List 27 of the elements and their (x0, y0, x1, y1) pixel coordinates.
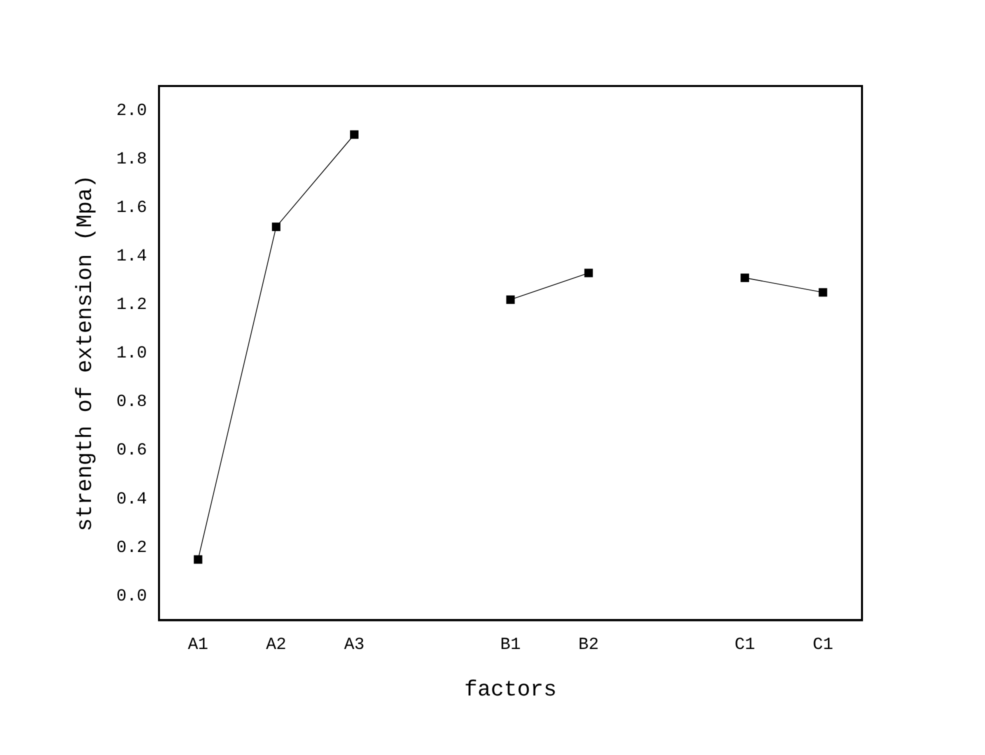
y-tick-label: 1.8 (116, 150, 148, 170)
x-tick-label: A2 (266, 636, 286, 655)
y-axis-title: strength of extension (Mpa) (73, 174, 98, 532)
y-tick-label: 0.2 (116, 538, 148, 558)
y-tick-label: 1.6 (116, 198, 148, 218)
point (818, 288, 828, 297)
y-tick-label: 0.4 (116, 490, 148, 510)
point (506, 295, 515, 304)
x-tick-label: B2 (578, 636, 599, 655)
point (740, 274, 750, 282)
point (194, 555, 202, 564)
y-tick-label: 1.2 (116, 296, 148, 316)
y-tick-label: 1.0 (116, 344, 148, 364)
point (584, 268, 593, 278)
x-tick-label: A3 (344, 636, 364, 655)
y-tick-label: 0.8 (116, 393, 148, 412)
x-tick-label: C1 (812, 636, 834, 655)
point (272, 222, 280, 232)
y-tick-label: 0.0 (116, 587, 148, 606)
x-tick-label: C1 (734, 636, 756, 655)
y-tick-label: 0.6 (116, 442, 148, 461)
x-tick-label: B1 (500, 636, 521, 655)
point (350, 130, 359, 139)
y-tick-label: 1.4 (116, 247, 148, 266)
x-axis-title: factors (464, 678, 557, 703)
y-tick-label: 2.0 (116, 102, 148, 121)
x-tick-label: A1 (188, 636, 208, 655)
